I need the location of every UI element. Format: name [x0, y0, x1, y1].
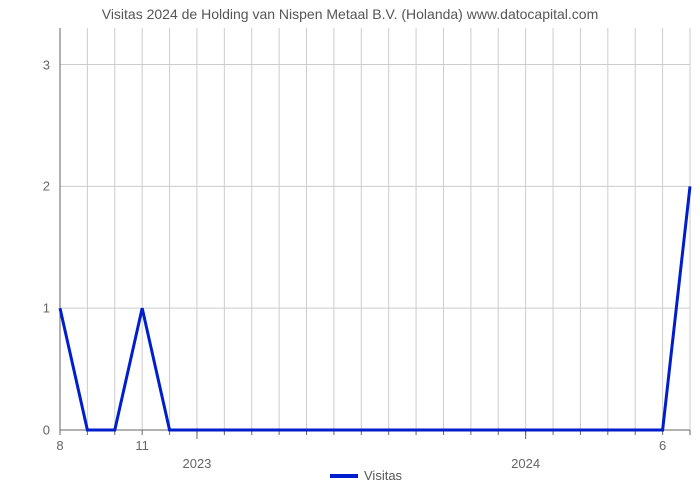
x-tick-minor-label: 11	[135, 438, 149, 453]
legend: Visitas	[330, 468, 402, 483]
x-tick-minor-label: 6	[659, 438, 666, 453]
x-tick-major-label: 2023	[182, 456, 211, 471]
legend-label: Visitas	[364, 468, 402, 483]
chart-canvas	[0, 0, 700, 500]
y-tick-label: 2	[0, 179, 50, 194]
legend-swatch	[330, 474, 358, 478]
x-tick-minor-label: 8	[56, 438, 63, 453]
y-tick-label: 3	[0, 57, 50, 72]
x-tick-major-label: 2024	[511, 456, 540, 471]
y-tick-label: 1	[0, 301, 50, 316]
visits-chart: Visitas 2024 de Holding van Nispen Metaa…	[0, 0, 700, 500]
y-tick-label: 0	[0, 423, 50, 438]
